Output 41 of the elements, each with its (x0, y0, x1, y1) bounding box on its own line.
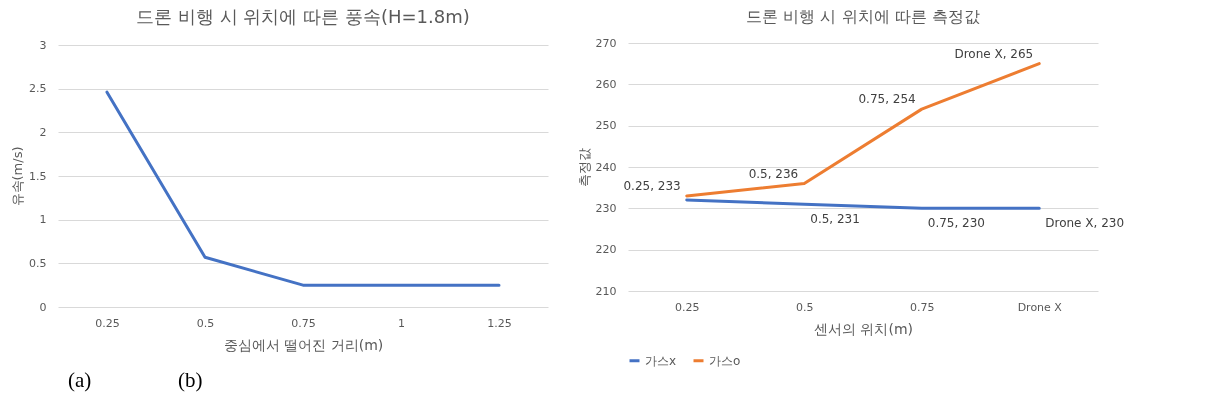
y-tick-label: 0.5 (29, 256, 47, 270)
y-tick-label: 1 (39, 213, 47, 227)
y-tick-label: 2 (39, 125, 47, 139)
text: (b) (178, 368, 203, 393)
x-tick-label: 0.75 (910, 300, 935, 314)
data-label: Drone X, 230 (1045, 216, 1125, 231)
legend-label: 가스o (709, 353, 741, 368)
chart-title: 드론 비행 시 위치에 따른 풍속(H=1.8m) (136, 6, 470, 27)
data-label: 0.5, 236 (748, 166, 799, 181)
y-tick-label: 250 (595, 119, 617, 133)
chart-title: 드론 비행 시 위치에 따른 측정값 (746, 7, 980, 26)
y-tick-label: 240 (595, 160, 617, 174)
text: (a) (68, 368, 92, 393)
y-tick-label: 260 (595, 77, 617, 91)
y-tick-label: 220 (595, 243, 617, 257)
x-tick-label: 0.25 (95, 316, 120, 330)
x-tick-label: 0.5 (196, 316, 215, 330)
y-tick-label: 210 (595, 284, 617, 298)
x-axis-title: 중심에서 떨어진 거리(m) (223, 336, 384, 353)
y-tick-label: 2.5 (29, 82, 47, 96)
x-tick-label: 1.25 (487, 316, 512, 330)
x-tick-label: 0.5 (796, 300, 814, 314)
y-axis-title: 측정값 (576, 148, 592, 187)
data-label: 0.5, 231 (810, 212, 860, 227)
data-label: 0.25, 233 (623, 178, 681, 193)
y-tick-label: 3 (39, 38, 47, 52)
x-tick-label: 0.25 (675, 300, 700, 314)
x-axis-title: 센서의 위치(m) (813, 320, 914, 337)
line-series (685, 62, 1041, 198)
x-tick-label: Drone X (1017, 300, 1063, 314)
x-tick-label: 1 (398, 316, 405, 330)
data-label: Drone X, 265 (954, 46, 1034, 61)
y-tick-label: 1.5 (29, 169, 47, 183)
legend-label: 가스x (645, 353, 677, 368)
y-tick-label: 0 (39, 300, 47, 314)
y-axis-title: 유속(m/s) (10, 146, 26, 207)
x-tick-label: 0.75 (291, 316, 316, 330)
data-label: 0.75, 230 (927, 216, 986, 231)
data-label: 0.75, 254 (858, 92, 916, 107)
y-tick-label: 270 (595, 36, 617, 50)
y-tick-label: 230 (595, 201, 617, 215)
